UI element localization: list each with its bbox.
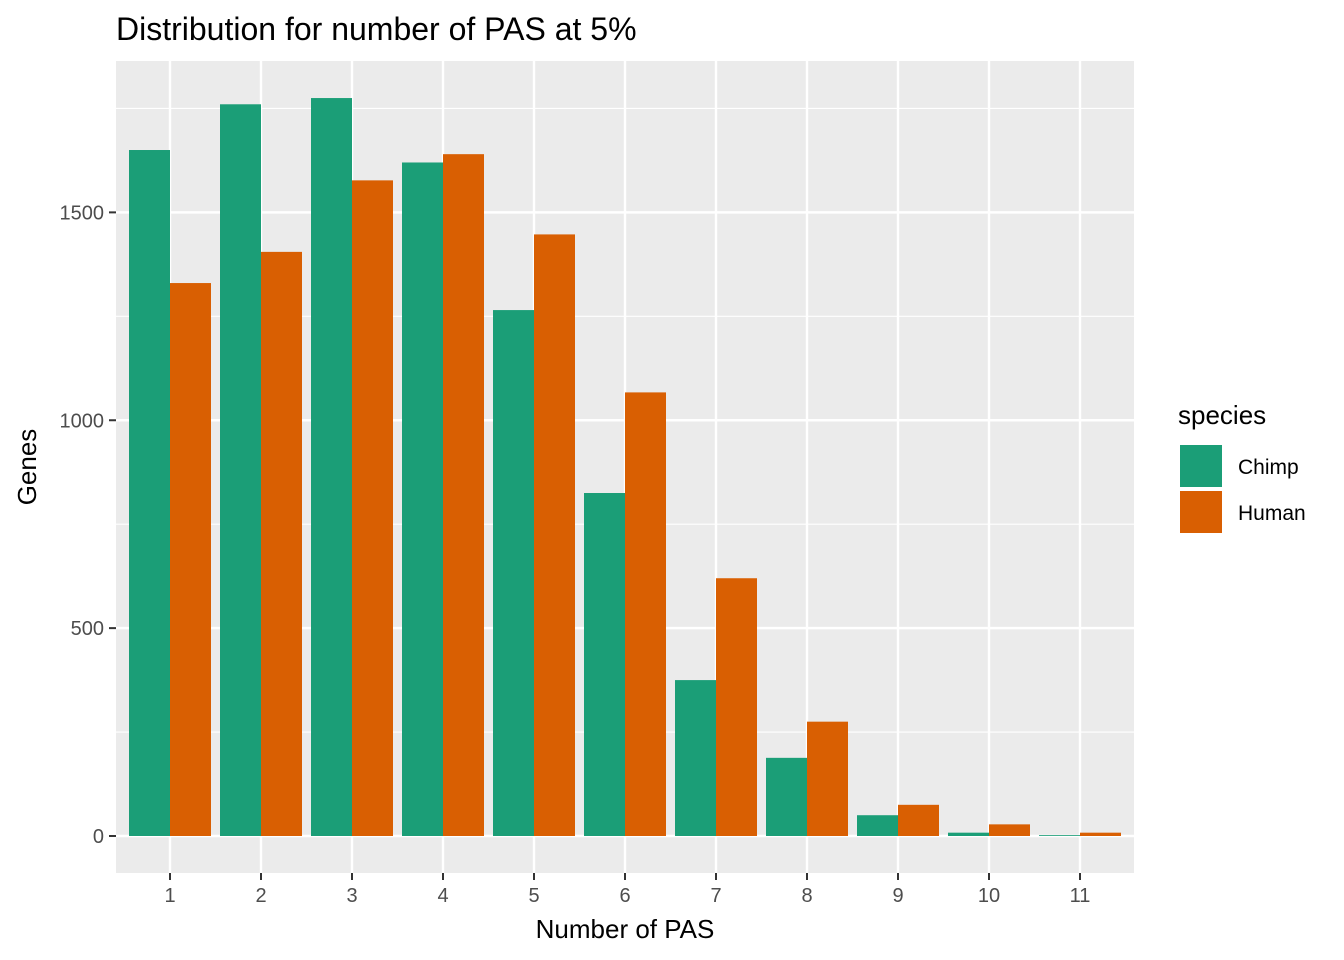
- legend: species Chimp Human: [1178, 400, 1306, 533]
- bar-human-7: [716, 578, 757, 836]
- x-axis: 1 2 3 4 5 6 7 8 9 10 11: [164, 873, 1090, 907]
- bar-chimp-1: [129, 150, 170, 836]
- legend-title: species: [1178, 400, 1266, 430]
- bar-chimp-2: [220, 104, 261, 836]
- x-tick-label: 5: [528, 885, 539, 907]
- x-tick-label: 2: [255, 885, 266, 907]
- bar-chimp-10: [948, 832, 989, 836]
- bar-human-4: [443, 154, 484, 837]
- bar-human-6: [625, 392, 666, 836]
- bar-chimp-11: [1039, 835, 1080, 836]
- bar-chimp-6: [584, 493, 625, 836]
- x-tick-label: 6: [619, 885, 630, 907]
- x-tick-label: 7: [710, 885, 721, 907]
- legend-label-chimp: Chimp: [1238, 456, 1299, 479]
- bar-human-1: [170, 283, 211, 836]
- bar-human-2: [261, 251, 302, 837]
- bars: [129, 98, 1121, 837]
- x-tick-label: 1: [164, 885, 175, 907]
- bar-chimp-9: [857, 815, 898, 836]
- x-tick-label: 8: [801, 885, 812, 907]
- bar-chimp-8: [766, 757, 807, 836]
- bar-human-8: [807, 721, 848, 836]
- bar-human-5: [534, 234, 575, 837]
- y-tick-label: 1500: [60, 202, 105, 224]
- y-axis-title: Genes: [12, 429, 42, 506]
- y-tick-label: 0: [93, 826, 104, 848]
- x-tick-label: 9: [892, 885, 903, 907]
- chart-title: Distribution for number of PAS at 5%: [116, 11, 637, 47]
- y-tick-label: 1000: [60, 410, 105, 432]
- bar-chimp-3: [311, 98, 352, 836]
- x-tick-label: 4: [437, 885, 448, 907]
- legend-key-human: [1180, 491, 1222, 533]
- y-tick-label: 500: [71, 618, 104, 640]
- bar-human-3: [352, 180, 393, 836]
- x-tick-label: 11: [1070, 885, 1091, 907]
- bar-chimp-5: [493, 310, 534, 836]
- x-tick-label: 10: [978, 885, 1000, 907]
- bar-human-10: [989, 824, 1030, 836]
- legend-key-chimp: [1180, 445, 1222, 487]
- bar-human-11: [1080, 832, 1121, 836]
- bar-chimp-7: [675, 680, 716, 836]
- y-axis: 0 500 1000 1500: [60, 202, 116, 848]
- bar-human-9: [898, 804, 939, 836]
- x-tick-label: 3: [346, 885, 357, 907]
- x-axis-title: Number of PAS: [536, 914, 715, 944]
- legend-label-human: Human: [1238, 502, 1306, 525]
- bar-chimp-4: [402, 162, 443, 837]
